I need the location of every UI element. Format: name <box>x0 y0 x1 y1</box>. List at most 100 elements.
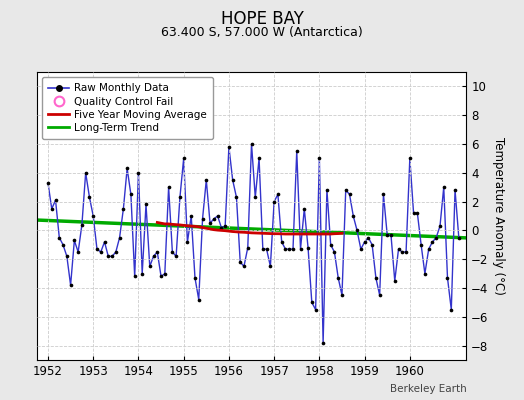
Point <box>436 223 444 229</box>
Point <box>402 249 410 255</box>
Point <box>376 292 384 298</box>
Point <box>217 224 225 231</box>
Point <box>138 270 146 277</box>
Point <box>281 246 290 252</box>
Point <box>330 249 339 255</box>
Point <box>443 275 452 281</box>
Point <box>274 191 282 198</box>
Text: HOPE BAY: HOPE BAY <box>221 10 303 28</box>
Point <box>428 239 436 245</box>
Point <box>263 246 271 252</box>
Point <box>123 165 132 172</box>
Point <box>228 177 237 183</box>
Point <box>417 242 425 248</box>
Point <box>372 275 380 281</box>
Point <box>270 198 278 205</box>
Point <box>93 246 101 252</box>
Point <box>210 216 218 222</box>
Point <box>421 270 429 277</box>
Point <box>74 249 82 255</box>
Point <box>142 201 150 208</box>
Point <box>165 184 173 190</box>
Point <box>221 223 230 229</box>
Point <box>285 246 293 252</box>
Point <box>304 244 312 251</box>
Point <box>424 246 433 252</box>
Point <box>51 197 60 203</box>
Point <box>157 273 165 280</box>
Point <box>300 206 309 212</box>
Point <box>183 239 192 245</box>
Point <box>395 246 403 252</box>
Point <box>202 177 211 183</box>
Legend: Raw Monthly Data, Quality Control Fail, Five Year Moving Average, Long-Term Tren: Raw Monthly Data, Quality Control Fail, … <box>42 77 213 139</box>
Point <box>289 246 297 252</box>
Point <box>266 263 275 270</box>
Point <box>115 234 124 241</box>
Point <box>455 234 463 241</box>
Point <box>127 191 135 198</box>
Point <box>176 194 184 200</box>
Point <box>409 210 418 216</box>
Point <box>59 242 67 248</box>
Point <box>387 232 395 238</box>
Point <box>379 191 388 198</box>
Point <box>55 234 63 241</box>
Point <box>48 206 56 212</box>
Point <box>334 275 342 281</box>
Point <box>296 246 304 252</box>
Point <box>308 299 316 306</box>
Point <box>172 253 180 260</box>
Point <box>323 187 331 193</box>
Point <box>153 249 161 255</box>
Point <box>342 187 350 193</box>
Point <box>81 170 90 176</box>
Point <box>451 187 459 193</box>
Point <box>311 306 320 313</box>
Point <box>225 144 233 150</box>
Point <box>96 249 105 255</box>
Point <box>112 249 120 255</box>
Point <box>292 148 301 154</box>
Point <box>78 222 86 228</box>
Point <box>100 239 108 245</box>
Point <box>232 194 241 200</box>
Point <box>368 242 376 248</box>
Point <box>406 155 414 162</box>
Point <box>244 244 252 251</box>
Point <box>251 194 259 200</box>
Point <box>199 216 207 222</box>
Point <box>67 282 75 288</box>
Point <box>240 263 248 270</box>
Point <box>236 259 244 265</box>
Point <box>338 292 346 298</box>
Point <box>353 227 361 234</box>
Point <box>361 239 369 245</box>
Point <box>63 253 71 260</box>
Point <box>89 213 97 219</box>
Point <box>440 184 448 190</box>
Point <box>315 155 323 162</box>
Point <box>345 191 354 198</box>
Point <box>104 253 113 260</box>
Point <box>194 296 203 303</box>
Point <box>161 270 169 277</box>
Point <box>247 141 256 147</box>
Point <box>357 246 365 252</box>
Point <box>149 253 158 260</box>
Point <box>398 249 407 255</box>
Point <box>206 220 214 226</box>
Point <box>364 234 373 241</box>
Point <box>278 239 286 245</box>
Point <box>432 234 440 241</box>
Point <box>108 253 116 260</box>
Text: Berkeley Earth: Berkeley Earth <box>390 384 466 394</box>
Point <box>146 263 154 270</box>
Point <box>383 232 391 238</box>
Point <box>259 246 267 252</box>
Text: 63.400 S, 57.000 W (Antarctica): 63.400 S, 57.000 W (Antarctica) <box>161 26 363 39</box>
Point <box>326 242 335 248</box>
Point <box>187 213 195 219</box>
Point <box>447 306 455 313</box>
Point <box>180 155 188 162</box>
